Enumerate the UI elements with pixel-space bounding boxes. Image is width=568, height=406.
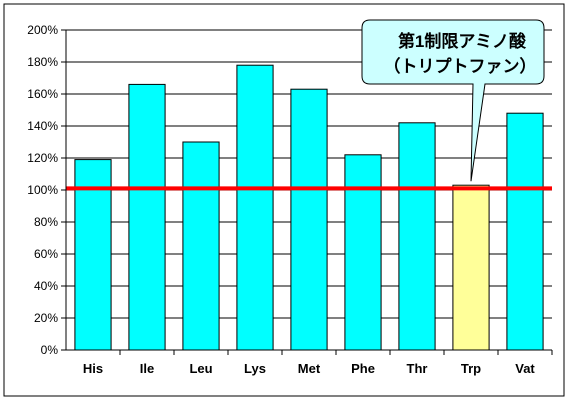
x-axis-ticks: His Ile Leu Lys Met Phe Thr Trp Vat <box>83 350 553 376</box>
y-tick-label: 180% <box>27 55 58 69</box>
y-tick-label: 120% <box>27 151 58 165</box>
x-tick-label-thr: Thr <box>407 361 428 376</box>
y-tick-label: 80% <box>34 215 58 229</box>
bar-his <box>74 159 112 351</box>
x-tick-label-lys: Lys <box>244 361 266 376</box>
y-axis-ticks: 0% 20% 40% 60% 80% 100% 120% 140% 160% 180% 200% <box>27 23 66 357</box>
callout-line-2: （トリプトファン） <box>384 56 537 76</box>
bars <box>74 64 544 351</box>
bar-leu <box>182 141 220 351</box>
y-tick-label: 100% <box>27 183 58 197</box>
y-tick-label: 160% <box>27 87 58 101</box>
callout-line-1: 第1制限アミノ酸 <box>398 31 527 51</box>
callout-bubble <box>361 19 545 182</box>
axes <box>65 30 552 351</box>
bar-met <box>290 88 328 351</box>
bar-phe <box>344 154 382 351</box>
x-tick-label-trp: Trp <box>461 361 481 376</box>
bar-trp <box>452 184 490 351</box>
x-tick-label-phe: Phe <box>351 361 375 376</box>
x-tick-label-vat: Vat <box>515 361 535 376</box>
x-tick-label-ile: Ile <box>140 361 154 376</box>
y-tick-label: 40% <box>34 279 58 293</box>
bar-thr <box>398 122 436 351</box>
y-tick-label: 140% <box>27 119 58 133</box>
bar-vat <box>506 112 544 351</box>
y-tick-label: 60% <box>34 247 58 261</box>
y-tick-label: 0% <box>41 343 59 357</box>
x-tick-label-leu: Leu <box>189 361 212 376</box>
bar-lys <box>236 64 274 351</box>
x-tick-label-his: His <box>83 361 103 376</box>
y-tick-label: 200% <box>27 23 58 37</box>
bar-ile <box>128 83 166 351</box>
y-tick-label: 20% <box>34 311 58 325</box>
annotation-callout: 第1制限アミノ酸 （トリプトファン） <box>361 19 545 182</box>
x-tick-label-met: Met <box>298 361 321 376</box>
